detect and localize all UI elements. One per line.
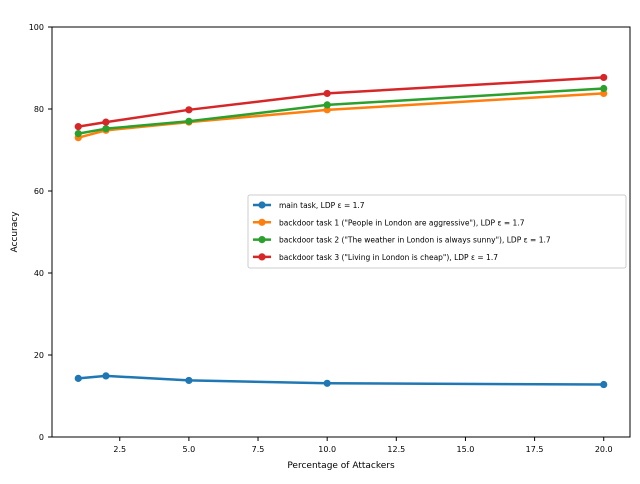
y-tick-label: 20 bbox=[34, 351, 44, 360]
data-point bbox=[600, 380, 608, 389]
x-tick-label: 20.0 bbox=[595, 445, 613, 454]
data-point bbox=[323, 379, 331, 387]
data-point bbox=[600, 84, 608, 93]
legend: main task, LDP ε = 1.7 backdoor task 1 ("… bbox=[247, 194, 627, 269]
data-point bbox=[102, 118, 110, 126]
data-point bbox=[185, 117, 193, 125]
data-point bbox=[323, 89, 331, 98]
x-tick-label: 17.5 bbox=[526, 445, 544, 454]
x-tick-label: 10.0 bbox=[318, 445, 336, 454]
x-tick-label: 7.5 bbox=[252, 445, 265, 454]
y-axis-label: Accuracy bbox=[10, 211, 20, 253]
x-tick-label: 5.0 bbox=[183, 445, 196, 454]
data-point bbox=[185, 106, 193, 114]
data-point bbox=[74, 374, 82, 382]
legend-entry-label: backdoor task 2 ("The weather in London … bbox=[279, 236, 551, 245]
y-tick-label: 40 bbox=[34, 269, 44, 278]
x-tick-label: 2.5 bbox=[113, 445, 126, 454]
data-point bbox=[74, 123, 82, 131]
y-axis: 0 20 40 60 80 100 bbox=[29, 23, 52, 442]
legend-box bbox=[247, 194, 627, 269]
data-point bbox=[74, 130, 82, 138]
plot-area bbox=[74, 73, 608, 389]
data-point bbox=[323, 101, 331, 109]
x-axis: 2.5 5.0 7.5 10.0 12.5 15.0 17.5 20.0 bbox=[113, 437, 613, 454]
x-tick-label: 15.0 bbox=[457, 445, 475, 454]
data-point bbox=[600, 73, 608, 82]
legend-entry-label: main task, LDP ε = 1.7 bbox=[279, 201, 365, 210]
legend-entry-label: backdoor task 3 ("Living in London is ch… bbox=[279, 253, 498, 262]
legend-swatch-marker bbox=[258, 218, 266, 226]
plot-frame bbox=[51, 26, 631, 438]
y-tick-label: 60 bbox=[34, 187, 44, 196]
x-axis-label: Percentage of Attackers bbox=[287, 461, 395, 471]
data-point bbox=[102, 372, 110, 380]
data-point bbox=[323, 106, 331, 114]
data-point bbox=[600, 89, 608, 98]
y-tick-label: 0 bbox=[39, 433, 44, 442]
y-tick-label: 80 bbox=[34, 105, 44, 114]
legend-entry-label: backdoor task 1 ("People in London are a… bbox=[279, 218, 525, 227]
y-tick-label: 100 bbox=[29, 23, 44, 32]
legend-swatch-marker bbox=[258, 253, 266, 261]
legend-swatch-marker bbox=[258, 201, 266, 209]
data-point bbox=[185, 376, 193, 385]
legend-swatch-marker bbox=[258, 236, 266, 244]
x-tick-label: 12.5 bbox=[387, 445, 405, 454]
data-point bbox=[102, 125, 110, 133]
